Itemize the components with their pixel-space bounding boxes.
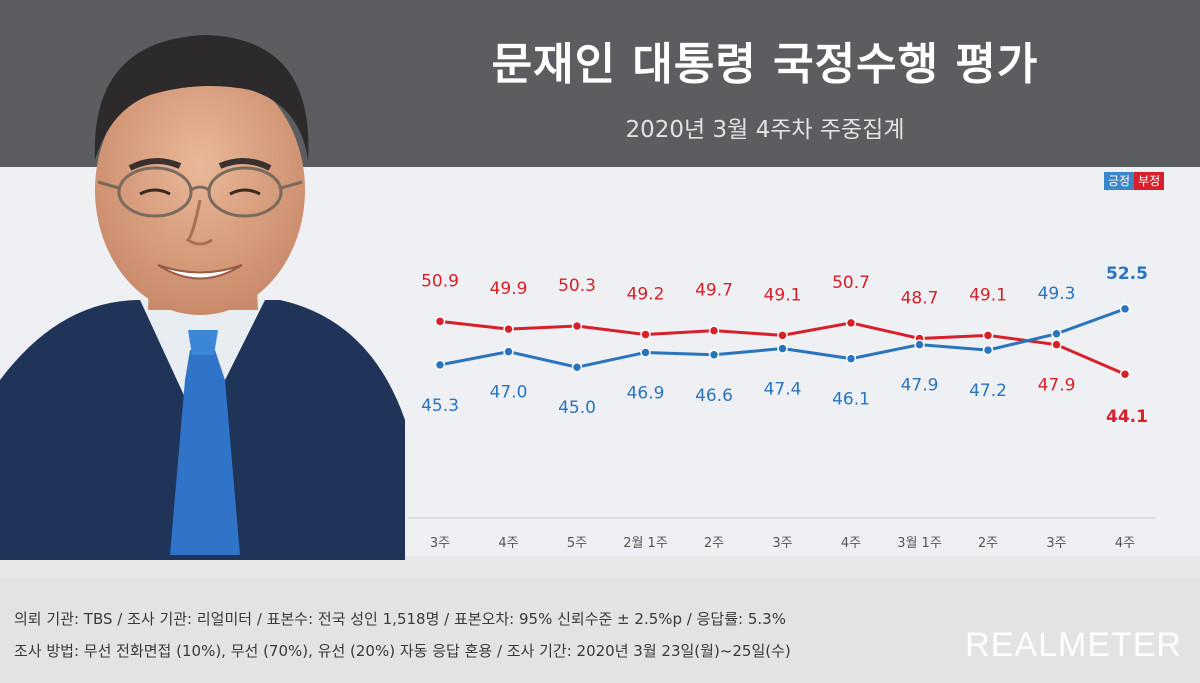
point-negative	[571, 320, 583, 332]
data-label-negative: 49.7	[695, 281, 733, 301]
portrait-image	[0, 35, 405, 560]
chart-legend: 긍정 부정	[1104, 172, 1165, 190]
brand-logo: REALMETER	[965, 626, 1182, 664]
data-label-negative: 49.9	[490, 279, 528, 299]
data-label-negative: 50.9	[421, 271, 459, 291]
data-label-positive: 49.3	[1038, 284, 1076, 304]
data-label-negative: 47.9	[1038, 376, 1076, 396]
legend-negative: 부정	[1134, 172, 1165, 190]
point-positive	[503, 346, 514, 357]
point-positive	[845, 353, 857, 364]
point-negative	[503, 323, 514, 335]
data-label-positive: 46.6	[695, 386, 733, 406]
point-negative	[777, 330, 788, 341]
x-tick-label: 5주	[567, 536, 587, 551]
data-label-positive: 47.2	[969, 381, 1007, 401]
chart-subtitle: 2020년 3월 4주차 주중집계	[625, 117, 905, 143]
x-tick-label: 3월 1주	[897, 536, 942, 551]
point-positive	[640, 347, 651, 358]
data-label-negative: 49.1	[764, 285, 802, 305]
data-label-positive: 46.9	[627, 383, 665, 403]
point-negative	[708, 325, 720, 336]
x-tick-label: 3주	[772, 536, 792, 551]
footnote-survey-info: 의뢰 기관: TBS / 조사 기관: 리얼미터 / 표본수: 전국 성인 1,…	[14, 610, 786, 628]
footer-panel: 의뢰 기관: TBS / 조사 기관: 리얼미터 / 표본수: 전국 성인 1,…	[0, 578, 1200, 683]
x-tick-label: 4주	[1115, 536, 1135, 551]
point-negative	[640, 329, 651, 340]
chart-title: 문재인 대통령 국정수행 평가	[491, 39, 1039, 90]
data-label-negative: 50.7	[832, 273, 870, 293]
legend-positive: 긍정	[1104, 172, 1135, 190]
point-negative	[1051, 339, 1062, 350]
data-label-positive: 46.1	[832, 390, 870, 410]
data-label-positive: 47.9	[901, 376, 939, 396]
x-tick-label: 2주	[704, 536, 724, 551]
data-label-negative: 44.1	[1106, 407, 1148, 427]
point-positive	[1051, 328, 1062, 340]
x-tick-label: 2월 1주	[623, 536, 668, 551]
data-label-negative: 49.1	[969, 285, 1007, 305]
data-label-positive: 47.0	[490, 383, 528, 403]
point-positive	[914, 339, 925, 350]
point-positive	[571, 361, 583, 373]
point-positive	[434, 359, 446, 371]
data-label-positive: 45.3	[421, 396, 459, 416]
data-label-positive: 47.4	[764, 380, 802, 400]
x-tick-label: 2주	[978, 536, 998, 551]
point-positive	[982, 344, 994, 356]
data-label-negative: 49.2	[627, 285, 665, 305]
data-label-positive: 52.5	[1106, 264, 1148, 284]
point-negative	[982, 330, 994, 341]
x-tick-label: 4주	[498, 536, 518, 551]
footnote-survey-method: 조사 방법: 무선 전화면접 (10%), 무선 (70%), 유선 (20%)…	[14, 642, 791, 660]
x-tick-label: 3주	[430, 536, 450, 551]
point-positive	[1119, 303, 1131, 315]
x-tick-label: 3주	[1046, 536, 1066, 551]
point-negative	[434, 316, 446, 327]
point-positive	[708, 349, 720, 361]
point-negative	[845, 317, 857, 329]
point-positive	[777, 343, 788, 354]
data-label-negative: 48.7	[901, 288, 939, 308]
x-tick-label: 4주	[841, 536, 861, 551]
point-negative	[1119, 368, 1131, 380]
data-label-positive: 45.0	[558, 398, 596, 418]
data-label-negative: 50.3	[558, 276, 596, 296]
